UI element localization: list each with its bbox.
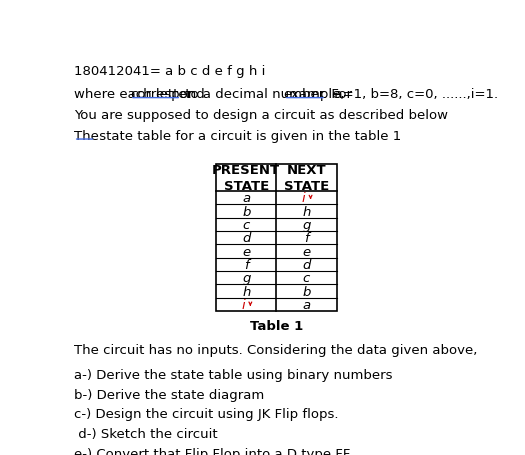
Text: d: d [242,232,250,245]
Text: e: e [242,245,250,258]
Text: Table 1: Table 1 [250,319,303,332]
Text: f: f [244,258,249,271]
Text: correspond: correspond [130,88,205,101]
Text: g: g [302,218,311,231]
Text: b: b [302,285,311,298]
Text: i: i [301,192,305,205]
Text: a: a [242,192,250,205]
Text: where each letter: where each letter [74,88,196,101]
Text: example,: example, [284,88,345,101]
Text: You are supposed to design a circuit as described below: You are supposed to design a circuit as … [74,109,448,122]
Text: to a decimal number. For: to a decimal number. For [181,88,356,101]
Text: The: The [74,129,99,142]
Text: h: h [302,205,311,218]
Text: state table for a circuit is given in the table 1: state table for a circuit is given in th… [96,129,402,142]
Text: c: c [303,272,310,285]
Text: c: c [243,218,250,231]
Text: i: i [241,298,245,311]
Text: 180412041= a b c d e f g h i: 180412041= a b c d e f g h i [74,65,265,78]
Text: d-) Sketch the circuit: d-) Sketch the circuit [74,427,217,440]
Text: b-) Derive the state diagram: b-) Derive the state diagram [74,388,264,401]
Text: d: d [302,258,311,271]
Text: a=1, b=8, c=0, ......,i=1.: a=1, b=8, c=0, ......,i=1. [326,88,498,101]
Text: g: g [242,272,250,285]
Text: PRESENT
STATE: PRESENT STATE [212,164,280,193]
Text: The circuit has no inputs. Considering the data given above,: The circuit has no inputs. Considering t… [74,343,477,356]
Text: a-) Derive the state table using binary numbers: a-) Derive the state table using binary … [74,368,392,381]
Text: c-) Design the circuit using JK Flip flops.: c-) Design the circuit using JK Flip flo… [74,407,338,420]
Text: NEXT
STATE: NEXT STATE [284,164,329,193]
Text: h: h [242,285,250,298]
Text: a: a [302,298,311,311]
Text: e: e [302,245,311,258]
Text: e-) Convert that Flip Flop into a D type FF.: e-) Convert that Flip Flop into a D type… [74,447,352,455]
Text: f: f [304,232,309,245]
Text: b: b [242,205,250,218]
